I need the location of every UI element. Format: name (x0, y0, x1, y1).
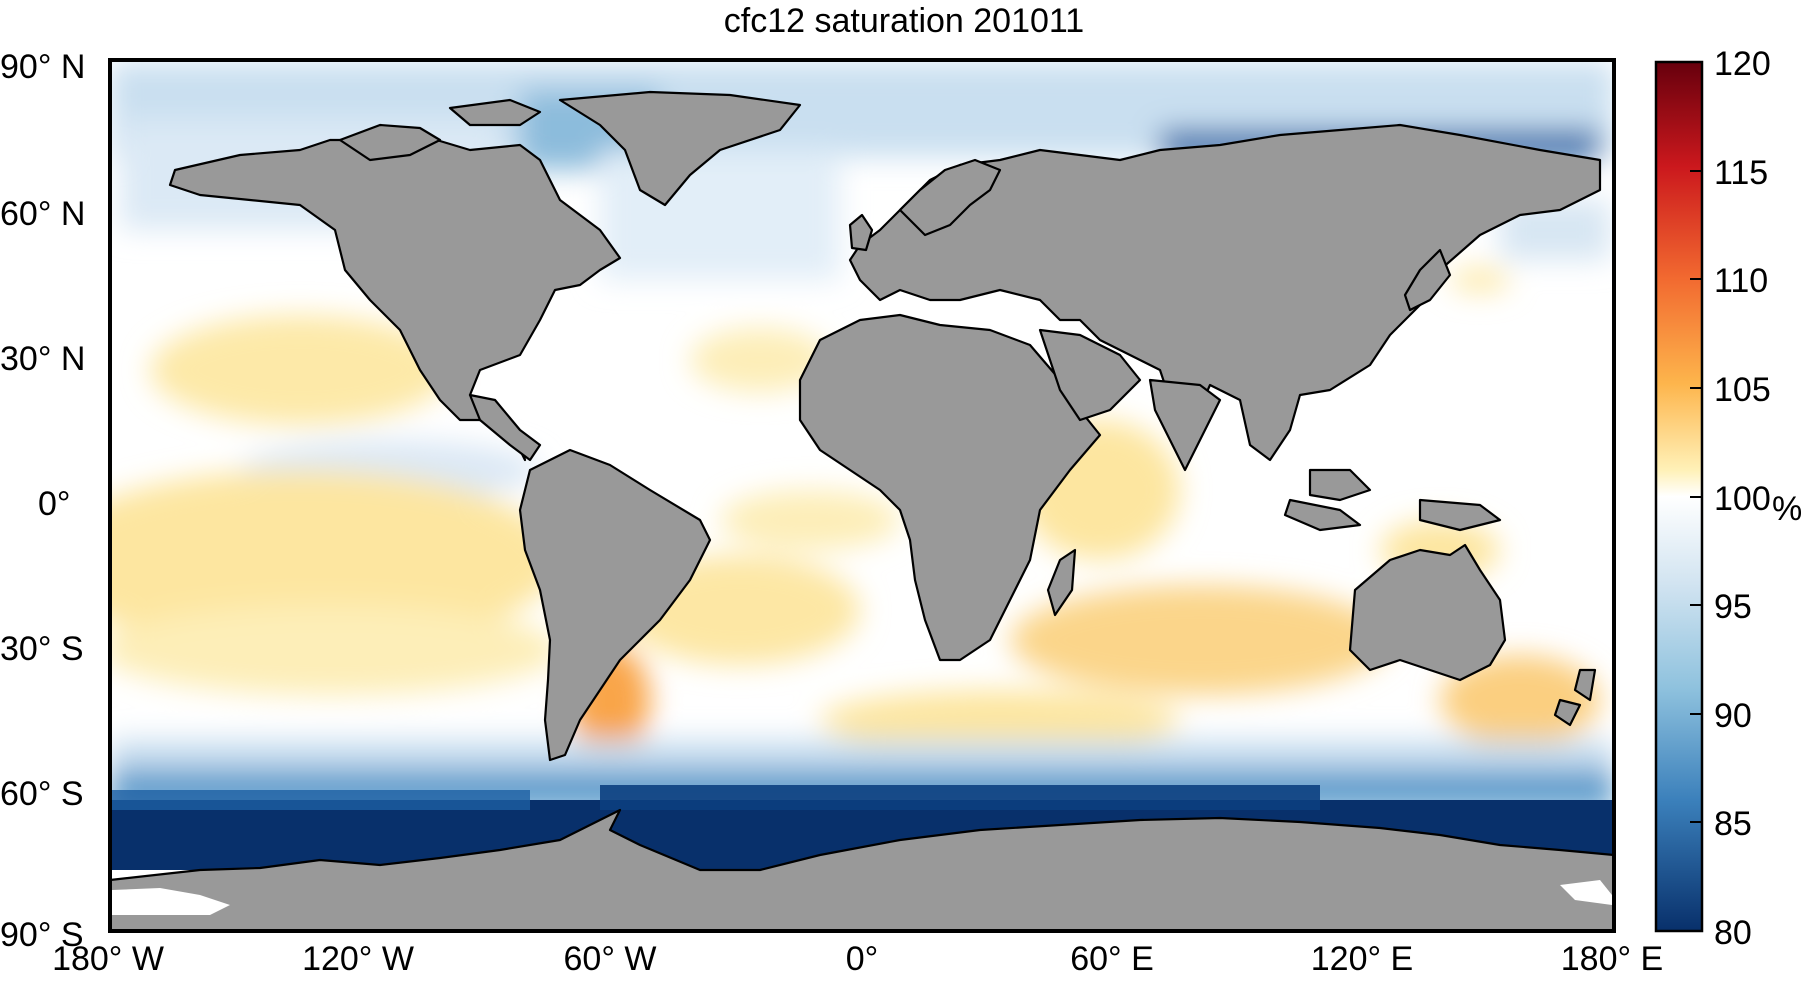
lon-tick-label: 120° W (302, 940, 414, 978)
africa (798, 313, 1102, 662)
colorbar-unit: % (1772, 490, 1803, 528)
colorbar-tick-label: 80 (1714, 914, 1752, 952)
colorbar-tick-label: 110 (1714, 262, 1769, 300)
lon-tick-label: 60° E (1070, 940, 1154, 978)
colorbar-tick-label: 90 (1714, 697, 1752, 735)
lon-tick-label: 60° W (563, 940, 657, 978)
scandinavia (898, 158, 1002, 237)
greenland (558, 90, 802, 207)
colorbar-tick-label: 100 (1714, 480, 1771, 518)
lon-tick-label: 180° W (52, 940, 164, 978)
map-title: cfc12 saturation 201011 (723, 2, 1085, 40)
lat-tick-label: 0° (38, 485, 71, 523)
colorbar-tick-label: 105 (1714, 371, 1771, 409)
land (110, 90, 1614, 931)
map-frame (108, 58, 1616, 933)
lat-tick-label: 60° N (0, 195, 86, 233)
colorbar-tick-label: 95 (1714, 588, 1752, 626)
australia (1348, 543, 1507, 682)
lat-tick-label: 90° S (0, 916, 84, 954)
south-america (518, 448, 712, 762)
antarctica (110, 808, 1614, 931)
colorbar-tick-label: 120 (1714, 45, 1771, 83)
colorbar-ticks (1690, 61, 1702, 932)
lat-tick-label: 30° S (0, 630, 84, 668)
colorbar-tick-label: 85 (1714, 805, 1752, 843)
lon-tick-label: 180° E (1560, 940, 1664, 978)
lat-tick-label: 90° N (0, 48, 86, 86)
lat-tick-label: 30° N (0, 340, 86, 378)
lon-tick-label: 0° (845, 940, 879, 978)
north-america (168, 136, 622, 462)
eurasia (848, 123, 1602, 462)
lat-tick-label: 60° S (0, 775, 84, 813)
colorbar-tick-label: 115 (1714, 154, 1769, 192)
lon-tick-label: 120° E (1310, 940, 1414, 978)
